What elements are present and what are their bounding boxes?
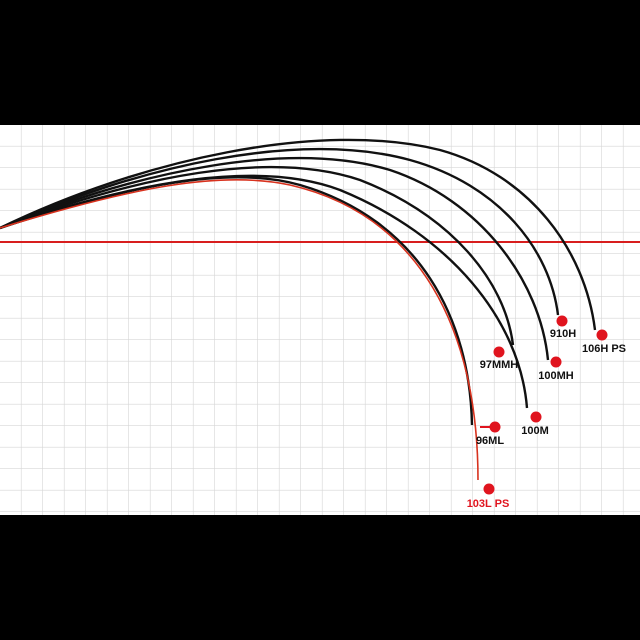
label: 97MMH	[480, 359, 519, 371]
curve-103l-ps	[0, 178, 479, 481]
label: 96ML	[476, 435, 504, 447]
marker	[596, 329, 608, 341]
curves	[0, 138, 597, 481]
marker	[493, 346, 505, 358]
markers	[483, 315, 608, 495]
curve-106h-ps	[0, 138, 597, 331]
curve-100mh	[0, 157, 550, 361]
label: 103L PS	[467, 498, 510, 510]
label: 106H PS	[582, 343, 626, 355]
labels: 910H 106H PS 97MMH 100MH 100M 96ML 103L …	[467, 328, 626, 510]
curve-910h	[0, 147, 560, 316]
curve-97mmh	[0, 165, 515, 346]
label: 100M	[521, 425, 549, 437]
label: 910H	[550, 328, 576, 340]
marker	[489, 421, 501, 433]
marker	[530, 411, 542, 423]
label: 100MH	[538, 370, 574, 382]
marker	[483, 483, 495, 495]
marker	[550, 356, 562, 368]
bottom-bar	[0, 515, 640, 640]
marker	[556, 315, 568, 327]
curve-96ml	[0, 176, 474, 426]
